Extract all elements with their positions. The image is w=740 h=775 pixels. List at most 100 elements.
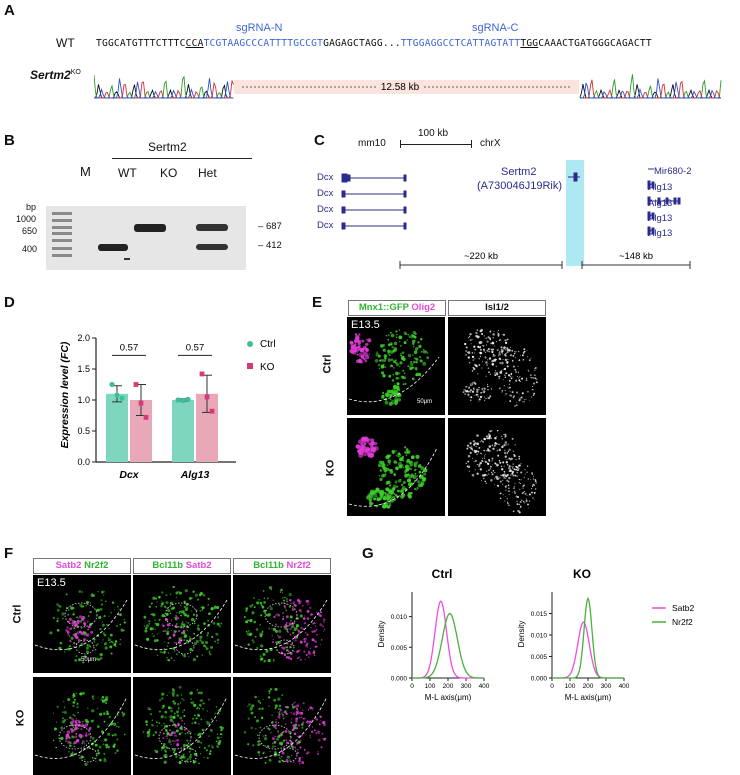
cell	[505, 476, 508, 478]
cell	[182, 753, 185, 756]
cell	[69, 716, 72, 719]
cell	[420, 350, 423, 353]
cell	[170, 743, 172, 745]
cell	[382, 374, 386, 378]
cell	[487, 436, 491, 440]
cell	[258, 754, 260, 757]
cell	[522, 487, 524, 489]
cell	[509, 386, 511, 389]
cell	[163, 722, 165, 725]
cell	[165, 594, 168, 597]
cell	[95, 609, 98, 611]
cell	[390, 331, 392, 334]
cell	[308, 652, 311, 655]
cell	[55, 721, 58, 723]
cell	[306, 633, 309, 636]
cell	[514, 368, 517, 371]
wt-label: WT	[56, 36, 75, 50]
f-image-ko-3	[233, 677, 331, 775]
cell	[487, 367, 490, 369]
cell	[351, 347, 357, 353]
cell	[248, 703, 251, 706]
cell	[186, 614, 190, 618]
cell	[73, 698, 76, 701]
cell	[404, 473, 409, 478]
cell	[407, 353, 412, 358]
cell	[258, 707, 261, 711]
cell	[389, 484, 392, 487]
cell	[467, 337, 469, 339]
cell	[508, 466, 511, 470]
d-point	[185, 396, 191, 402]
cell	[173, 650, 176, 652]
cell	[394, 349, 396, 351]
cell	[304, 733, 306, 735]
cell	[505, 489, 507, 491]
d-point	[199, 371, 205, 377]
cell	[117, 605, 119, 608]
cell	[392, 373, 395, 376]
cell	[379, 465, 382, 467]
cell	[479, 396, 482, 398]
cell	[185, 762, 187, 764]
cell	[207, 604, 210, 606]
cell	[84, 626, 86, 629]
cell	[258, 599, 260, 601]
cell	[301, 723, 304, 726]
cell	[255, 628, 259, 631]
cell	[196, 689, 198, 691]
cell	[488, 350, 490, 353]
cell	[75, 692, 77, 695]
f-roi	[78, 747, 98, 763]
cell	[77, 711, 79, 714]
cell	[465, 346, 468, 349]
cell	[485, 361, 488, 364]
cell	[181, 731, 183, 734]
cell	[265, 649, 269, 653]
cell	[502, 333, 506, 336]
cell	[359, 361, 361, 364]
cell	[514, 474, 517, 477]
cell	[404, 451, 406, 454]
cell	[489, 395, 491, 397]
cell	[380, 344, 384, 348]
cell	[294, 705, 297, 709]
cell	[392, 360, 396, 363]
cell	[355, 336, 360, 341]
cell	[245, 630, 248, 633]
cell	[165, 607, 168, 609]
cell	[531, 396, 533, 398]
g-legend-Satb2: Satb2	[672, 603, 694, 613]
cell	[163, 742, 166, 746]
cell	[73, 641, 75, 644]
cell	[247, 619, 250, 622]
cell	[463, 389, 465, 391]
cell	[178, 637, 180, 639]
cell	[160, 602, 164, 606]
cell	[301, 716, 303, 718]
cell	[281, 756, 283, 758]
cell	[165, 729, 168, 733]
cell	[465, 354, 467, 356]
cell	[290, 754, 293, 756]
cell	[505, 496, 507, 498]
cell	[506, 347, 509, 349]
cell	[294, 701, 296, 704]
cell	[275, 623, 278, 626]
cell	[392, 384, 398, 390]
cell	[284, 596, 286, 599]
cell	[277, 634, 279, 637]
cell	[103, 591, 105, 593]
cell	[281, 597, 284, 599]
cell	[498, 351, 501, 353]
cell	[68, 736, 70, 738]
cell	[505, 352, 507, 354]
cell	[504, 436, 506, 438]
cell	[404, 382, 407, 386]
panel-label-f: F	[4, 545, 14, 562]
cell	[395, 336, 398, 339]
cell	[202, 729, 204, 731]
cell	[165, 612, 169, 616]
cell	[52, 712, 55, 714]
cell	[306, 720, 309, 723]
